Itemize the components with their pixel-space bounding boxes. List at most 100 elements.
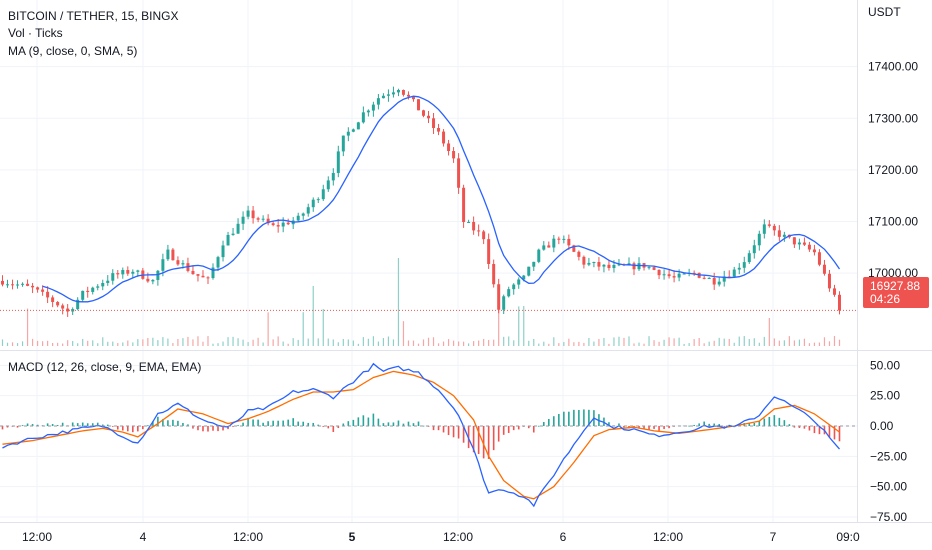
candle-body[interactable] xyxy=(201,275,205,278)
volume-legend[interactable]: Vol · Ticks xyxy=(8,26,63,40)
candle-body[interactable] xyxy=(502,296,506,310)
candle-body[interactable] xyxy=(121,270,125,275)
candle-body[interactable] xyxy=(707,277,711,279)
candle-body[interactable] xyxy=(366,110,370,113)
candle-body[interactable] xyxy=(702,277,706,279)
candle-body[interactable] xyxy=(166,249,170,260)
candle-body[interactable] xyxy=(381,95,385,99)
candle-body[interactable] xyxy=(21,283,25,285)
candle-body[interactable] xyxy=(206,277,210,279)
candle-body[interactable] xyxy=(56,301,60,306)
candle-body[interactable] xyxy=(261,218,265,220)
candle-body[interactable] xyxy=(221,245,225,258)
candle-body[interactable] xyxy=(747,253,751,263)
candle-body[interactable] xyxy=(602,264,606,267)
candle-body[interactable] xyxy=(837,294,841,311)
price-axis[interactable]: 17400.00 17300.00 17200.00 17100.00 17000.00 xyxy=(868,60,918,281)
candle-body[interactable] xyxy=(296,215,300,221)
candle-body[interactable] xyxy=(66,308,70,312)
candle-body[interactable] xyxy=(136,270,140,272)
candle-body[interactable] xyxy=(797,242,801,245)
candle-body[interactable] xyxy=(231,233,235,235)
candle-body[interactable] xyxy=(41,289,45,292)
candle-body[interactable] xyxy=(662,274,666,276)
candle-body[interactable] xyxy=(181,263,185,265)
candle-body[interactable] xyxy=(246,210,250,217)
candle-body[interactable] xyxy=(807,244,811,250)
time-axis[interactable]: 12:00 4 12:00 5 12:00 6 12:00 7 09:0 xyxy=(22,530,860,544)
candle-body[interactable] xyxy=(111,273,115,281)
candle-body[interactable] xyxy=(6,284,10,286)
candle-body[interactable] xyxy=(61,305,65,309)
candle-body[interactable] xyxy=(592,261,596,263)
candle-body[interactable] xyxy=(416,99,420,111)
candle-body[interactable] xyxy=(131,271,135,274)
candle-body[interactable] xyxy=(462,187,466,222)
candle-body[interactable] xyxy=(532,261,536,267)
candle-body[interactable] xyxy=(76,299,80,310)
candle-body[interactable] xyxy=(607,264,611,269)
candle-body[interactable] xyxy=(432,118,436,129)
candle-body[interactable] xyxy=(582,256,586,265)
candle-body[interactable] xyxy=(276,225,280,227)
candle-body[interactable] xyxy=(211,267,215,279)
candle-body[interactable] xyxy=(351,129,355,132)
candle-body[interactable] xyxy=(692,272,696,274)
candle-body[interactable] xyxy=(391,92,395,95)
candle-body[interactable] xyxy=(316,199,320,201)
candle-body[interactable] xyxy=(406,94,410,97)
candle-body[interactable] xyxy=(812,249,816,253)
candle-body[interactable] xyxy=(376,98,380,105)
candle-body[interactable] xyxy=(452,151,456,159)
candle-body[interactable] xyxy=(562,238,566,240)
candle-body[interactable] xyxy=(822,264,826,274)
candle-body[interactable] xyxy=(437,128,441,132)
candles[interactable] xyxy=(1,86,841,317)
candle-body[interactable] xyxy=(361,112,365,123)
candle-body[interactable] xyxy=(422,110,426,116)
candle-body[interactable] xyxy=(827,273,831,289)
candle-body[interactable] xyxy=(682,273,686,275)
candle-body[interactable] xyxy=(802,242,806,245)
candle-body[interactable] xyxy=(647,267,651,269)
candle-body[interactable] xyxy=(321,189,325,200)
candle-body[interactable] xyxy=(577,251,581,257)
candle-body[interactable] xyxy=(617,264,621,266)
candle-body[interactable] xyxy=(657,269,661,276)
candle-body[interactable] xyxy=(442,131,446,144)
candle-body[interactable] xyxy=(311,199,315,208)
macd-axis[interactable]: 50.00 25.00 0.00 −25.00 −50.00 −75.00 xyxy=(870,358,907,524)
candle-body[interactable] xyxy=(191,270,195,275)
candle-body[interactable] xyxy=(171,249,175,261)
candle-body[interactable] xyxy=(301,213,305,216)
candle-body[interactable] xyxy=(722,276,726,282)
candle-body[interactable] xyxy=(632,263,636,270)
candle-body[interactable] xyxy=(487,239,491,264)
candle-body[interactable] xyxy=(522,275,526,280)
candle-body[interactable] xyxy=(497,284,501,310)
candle-body[interactable] xyxy=(256,218,260,220)
candle-body[interactable] xyxy=(51,297,55,302)
candle-body[interactable] xyxy=(196,274,200,276)
candle-body[interactable] xyxy=(96,286,100,288)
candle-body[interactable] xyxy=(527,266,531,276)
candle-body[interactable] xyxy=(271,223,275,226)
candle-body[interactable] xyxy=(46,291,50,298)
candle-body[interactable] xyxy=(216,257,220,268)
candle-body[interactable] xyxy=(672,276,676,278)
candle-body[interactable] xyxy=(777,230,781,237)
candle-body[interactable] xyxy=(567,238,571,246)
candle-body[interactable] xyxy=(512,284,516,290)
candle-body[interactable] xyxy=(286,222,290,225)
candle-body[interactable] xyxy=(817,252,821,265)
candle-body[interactable] xyxy=(652,267,656,270)
candle-body[interactable] xyxy=(356,122,360,130)
candle-body[interactable] xyxy=(712,277,716,285)
candle-body[interactable] xyxy=(106,280,110,283)
candle-body[interactable] xyxy=(151,279,155,282)
candle-body[interactable] xyxy=(537,249,541,262)
candle-body[interactable] xyxy=(542,245,546,250)
candle-body[interactable] xyxy=(832,288,836,295)
candle-body[interactable] xyxy=(482,231,486,240)
candle-body[interactable] xyxy=(101,282,105,287)
